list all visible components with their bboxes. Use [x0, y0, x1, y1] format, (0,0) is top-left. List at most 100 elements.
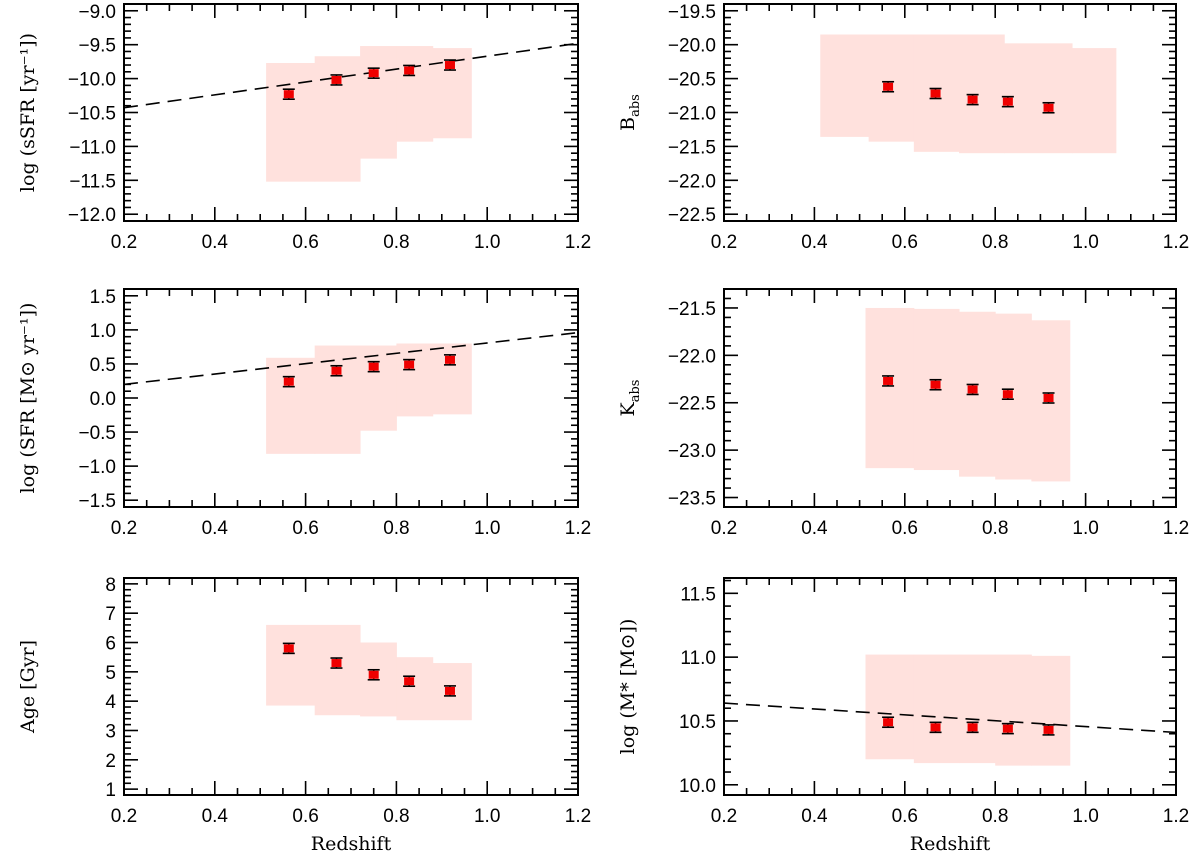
x-tick-label: 0.8 — [383, 232, 409, 253]
data-point — [883, 718, 894, 727]
x-tick-label: 0.6 — [892, 232, 918, 253]
range-band — [1031, 655, 1071, 766]
x-tick-label: 0.2 — [111, 806, 137, 827]
y-axis-label: log (SFR [M⊙ yr⁻¹]) — [17, 303, 39, 494]
panel-kabs: 0.2 0.4 0.6 0.8 1.0 1.2 −23.5 −23.0 −22.5 −22.0 −2… — [617, 288, 1189, 539]
x-tick-label: 0.4 — [202, 806, 229, 827]
data-point — [967, 385, 978, 394]
data-point — [444, 61, 455, 70]
data-point — [331, 659, 342, 668]
x-axis-label: Redshift — [311, 833, 392, 855]
y-tick-label: −20.5 — [668, 70, 716, 91]
y-tick-label: 1.5 — [90, 287, 116, 308]
y-tick-label: −22.5 — [668, 205, 716, 226]
x-tick-label: 1.0 — [1072, 806, 1098, 827]
y-tick-label: 7 — [105, 604, 116, 625]
x-tick-label: 0.2 — [711, 232, 737, 253]
x-tick-label: 0.4 — [801, 518, 828, 539]
x-tick-label: 0.6 — [292, 806, 318, 827]
x-tick-label: 0.8 — [982, 232, 1008, 253]
x-tick-label: 0.6 — [292, 232, 318, 253]
data-point — [283, 377, 294, 386]
y-tick-label: −1.5 — [78, 491, 116, 512]
y-tick-label: 0.5 — [90, 355, 116, 376]
data-point — [967, 723, 978, 732]
y-tick-label: −1.0 — [78, 457, 116, 478]
data-point — [404, 66, 415, 75]
y-tick-label: −12.0 — [68, 205, 116, 226]
range-band — [396, 657, 434, 721]
data-point — [1043, 394, 1054, 402]
x-tick-label: 0.2 — [111, 518, 137, 539]
data-point — [404, 677, 415, 686]
y-axis-label: log (M* [M⊙]) — [617, 619, 639, 755]
data-point — [930, 89, 941, 98]
y-axis-label: Age [Gyr] — [17, 640, 39, 734]
x-tick-label: 0.4 — [202, 518, 229, 539]
x-tick-label: 1.2 — [1163, 806, 1189, 827]
x-tick-label: 0.2 — [111, 232, 137, 253]
y-axis-label: Babs — [617, 94, 643, 131]
y-axis-label-main: K — [617, 401, 639, 416]
x-tick-label: 1.0 — [474, 806, 500, 827]
y-tick-label: −19.5 — [668, 2, 716, 23]
panel-babs: 0.2 0.4 0.6 0.8 1.0 1.2 −22.5 −22.0 −21.5 −21.0 −2… — [617, 2, 1189, 253]
trend-line — [124, 42, 578, 109]
data-point — [1043, 725, 1054, 734]
y-tick-label: −23.5 — [668, 489, 716, 510]
x-tick-label: 1.0 — [474, 232, 500, 253]
x-tick-label: 0.8 — [383, 518, 409, 539]
panel-age: 0.2 0.4 0.6 0.8 1.0 1.2 1 2 3 4 5 6 7 8 Age [Gyr] Redsh… — [17, 575, 591, 855]
range-band — [396, 343, 434, 417]
data-point — [444, 355, 455, 364]
trend-line — [124, 331, 578, 386]
range-band — [820, 34, 870, 137]
panel-ssfr: 0.2 0.4 0.6 0.8 1.0 1.2 −12.0 −11.5 −11.0 −10.5 −1… — [17, 2, 591, 253]
x-tick-label: 1.2 — [565, 806, 591, 827]
y-tick-label: −23.0 — [668, 441, 716, 462]
y-axis-label: Kabs — [617, 380, 643, 417]
y-tick-label: −11.0 — [69, 137, 116, 158]
x-tick-label: 1.2 — [1163, 232, 1189, 253]
data-point — [368, 670, 379, 679]
x-tick-label: 1.0 — [1072, 518, 1098, 539]
y-tick-label: 10.5 — [679, 712, 716, 733]
data-point — [1002, 724, 1013, 733]
y-tick-label: −10.0 — [68, 70, 116, 91]
range-band — [865, 307, 915, 469]
data-point — [331, 75, 342, 84]
y-tick-label: 1.0 — [90, 321, 116, 342]
data-point — [368, 69, 379, 78]
y-tick-label: 1 — [105, 780, 116, 801]
range-band — [314, 345, 361, 454]
y-tick-label: −11.5 — [69, 171, 116, 192]
y-axis-label-sub: abs — [628, 380, 643, 403]
data-point — [444, 686, 455, 695]
y-tick-label: −22.5 — [668, 394, 716, 415]
y-tick-label: −21.5 — [668, 137, 716, 158]
y-tick-label: 2 — [105, 751, 116, 772]
x-tick-label: 1.0 — [474, 518, 500, 539]
range-band — [266, 62, 316, 182]
trend-line — [724, 702, 1176, 734]
y-tick-label: −22.0 — [668, 171, 716, 192]
x-tick-label: 0.2 — [711, 518, 737, 539]
y-tick-label: −9.0 — [78, 2, 116, 23]
range-band — [360, 345, 397, 431]
y-tick-label: 11.5 — [680, 584, 716, 605]
x-tick-label: 0.2 — [711, 806, 737, 827]
range-band — [266, 357, 316, 454]
x-tick-label: 0.4 — [801, 232, 828, 253]
panel-mass: 0.2 0.4 0.6 0.8 1.0 1.2 10.0 10.5 11.0 11.5 log (M… — [617, 577, 1189, 855]
y-tick-label: −20.0 — [668, 36, 716, 57]
range-band — [314, 624, 361, 716]
data-point — [967, 95, 978, 104]
range-band — [1004, 43, 1073, 154]
range-band — [995, 313, 1032, 480]
y-axis-label: log (sSFR [yr⁻¹]) — [17, 33, 39, 192]
x-tick-label: 1.2 — [1163, 518, 1189, 539]
y-tick-label: 10.0 — [679, 776, 716, 797]
data-point — [331, 366, 342, 375]
y-tick-label: 4 — [105, 692, 116, 713]
range-band — [266, 624, 316, 706]
